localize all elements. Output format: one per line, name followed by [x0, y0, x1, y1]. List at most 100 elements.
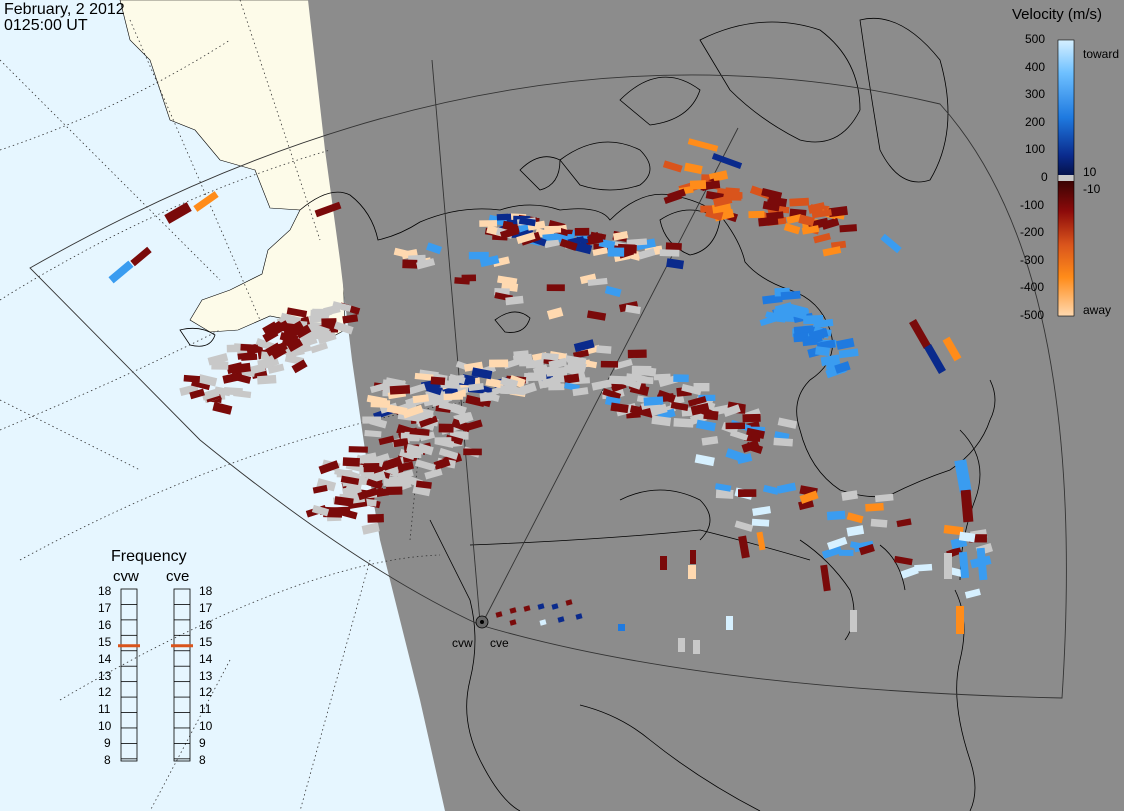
time-label: 0125:00 UT [4, 17, 88, 34]
echo-cell [317, 331, 337, 345]
frequency-tick-left: 15 [98, 634, 112, 649]
echo-cell [333, 321, 354, 335]
echo-cell [426, 383, 443, 396]
radar-site-center [480, 620, 484, 624]
echo-cell [311, 323, 330, 336]
echo-cell [803, 315, 824, 325]
echo-cell [366, 478, 383, 490]
echo-cell [828, 206, 848, 218]
echo-cell [430, 376, 446, 386]
colorbar-tick-label: -400 [1020, 280, 1045, 295]
colorbar-tick-label: -100 [1020, 197, 1045, 212]
echo-cell [659, 249, 680, 257]
echo-cell [942, 336, 962, 362]
echo-cell [419, 431, 436, 442]
radar-fov [29, 59, 1067, 699]
echo-cell [378, 435, 395, 446]
colorbar-tick-label: 0 [1041, 170, 1048, 184]
frequency-tick-right: 15 [199, 634, 213, 649]
echo-cell [736, 453, 753, 465]
echo-cell [726, 616, 733, 630]
echo-cell [479, 391, 497, 402]
colorbar-tick-label: 200 [1025, 114, 1046, 129]
echo-cell [695, 419, 716, 432]
frequency-tick-left: 18 [98, 584, 112, 598]
cvw-frequency-gauge [120, 588, 138, 762]
echo-cell [838, 348, 859, 359]
echo-cell [542, 233, 559, 242]
echo-cell [465, 394, 486, 408]
echo-cell [495, 611, 503, 618]
echo-cell [766, 211, 784, 220]
frequency-tick-left: 16 [98, 617, 112, 632]
echo-cell [450, 403, 467, 416]
echo-cell [808, 327, 829, 342]
echo-cell [357, 487, 379, 501]
echo-cell [451, 418, 472, 433]
echo-cell [725, 187, 740, 198]
cve-frequency-gauge [173, 588, 191, 762]
echo-cell [820, 564, 831, 592]
cve-frequency-label: cve [166, 568, 190, 585]
echo-cell [417, 443, 434, 456]
echo-cell [777, 417, 798, 429]
colorbar-tick-label: 100 [1025, 142, 1046, 157]
frequency-tick-left: 9 [104, 736, 111, 751]
echo-cell [386, 486, 403, 496]
echo-cell [690, 402, 710, 416]
echo-cell [416, 258, 436, 270]
echo-cell [870, 518, 888, 528]
echo-cell [348, 446, 368, 453]
echo-cell [438, 447, 459, 460]
colorbar-title: Velocity (m/s) [1012, 6, 1103, 23]
echo-cell [179, 383, 199, 397]
echo-cell [678, 638, 685, 652]
echo-cell [742, 413, 761, 423]
echo-cell [389, 385, 411, 395]
echo-cell [499, 226, 520, 240]
echo-cell [798, 214, 815, 227]
echo-cell [513, 350, 530, 361]
echo-cell [342, 457, 360, 467]
echo-cell [836, 337, 855, 350]
echo-cell [509, 619, 517, 626]
colorbar-tick-label: 500 [1025, 32, 1046, 46]
echo-cell [361, 522, 380, 535]
echo-cell [631, 365, 652, 375]
echo-cell [518, 217, 536, 227]
frequency-tick-left: 11 [98, 702, 111, 717]
frequency-tick-left: 17 [98, 600, 112, 615]
echo-cell [544, 225, 562, 233]
echo-cell [396, 469, 414, 480]
frequency-tick-right: 14 [199, 651, 213, 666]
echo-cell [566, 355, 587, 366]
cvw-site-label: cvw [452, 636, 473, 650]
echo-cell [850, 610, 857, 632]
echo-cell [591, 379, 612, 391]
echo-cell [811, 209, 832, 219]
echo-cell [651, 415, 672, 427]
echo-cell [914, 563, 933, 572]
echo-cell [826, 536, 848, 550]
echo-cell [457, 411, 474, 425]
echo-cell [471, 367, 493, 380]
echo-cell [799, 490, 819, 504]
echo-cell [665, 242, 682, 251]
echo-cell [841, 490, 859, 501]
echo-cell [618, 624, 625, 631]
echo-cell [267, 363, 285, 374]
echo-cell [443, 393, 464, 401]
echo-cell [468, 251, 489, 260]
echo-cell [286, 307, 308, 318]
echo-cell [822, 246, 842, 257]
echo-cell [793, 325, 814, 335]
away-label: away [1083, 303, 1112, 317]
echo-cell [212, 401, 233, 415]
frequency-tick-right: 9 [199, 736, 206, 751]
echo-cell [625, 304, 641, 315]
echo-cell [130, 246, 152, 267]
echo-cell [773, 308, 793, 316]
echo-cell [463, 448, 482, 456]
echo-cell [489, 359, 509, 368]
